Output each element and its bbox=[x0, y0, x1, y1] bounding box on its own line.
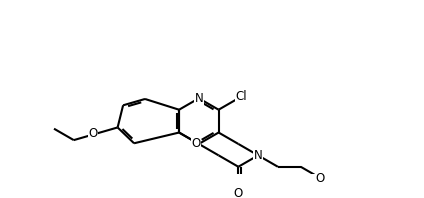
Text: N: N bbox=[254, 149, 262, 162]
Text: O: O bbox=[89, 127, 98, 140]
Text: N: N bbox=[195, 92, 203, 105]
Text: O: O bbox=[192, 137, 201, 150]
Text: O: O bbox=[316, 172, 325, 185]
Text: Cl: Cl bbox=[236, 90, 247, 103]
Text: O: O bbox=[234, 188, 243, 198]
